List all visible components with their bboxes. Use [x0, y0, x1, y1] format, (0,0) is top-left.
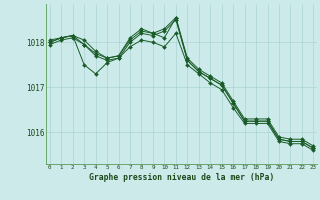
X-axis label: Graphe pression niveau de la mer (hPa): Graphe pression niveau de la mer (hPa) [89, 173, 274, 182]
